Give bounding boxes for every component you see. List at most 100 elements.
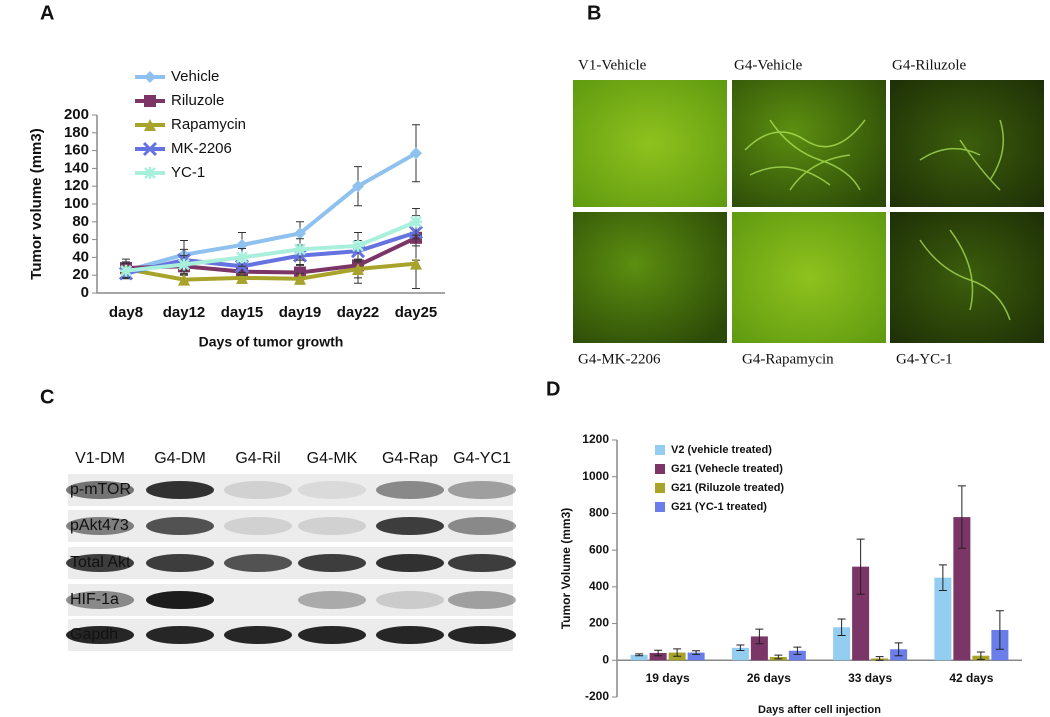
y-tick-label: 0 <box>81 284 89 301</box>
micrograph-label: G4-YC-1 <box>896 351 953 367</box>
marker <box>294 272 306 285</box>
blot-band <box>146 517 214 535</box>
bar <box>731 647 749 661</box>
legend-label: Rapamycin <box>171 116 246 133</box>
panel-label: A <box>40 2 54 24</box>
marker <box>144 95 156 107</box>
x-tick-label: day12 <box>163 304 206 321</box>
y-tick-label: 160 <box>64 142 89 159</box>
legend-swatch <box>655 483 665 493</box>
error-bar <box>774 654 783 660</box>
blot-band <box>66 517 134 535</box>
error-bar <box>793 646 802 655</box>
marker <box>144 71 156 83</box>
lane-label: V1-DM <box>75 450 125 467</box>
marker <box>178 273 190 286</box>
y-tick-label: 400 <box>589 579 609 593</box>
blot-band <box>448 481 516 499</box>
lane-label: G4-Ril <box>235 450 280 467</box>
y-tick-label: 100 <box>64 195 89 212</box>
error-bar <box>837 618 846 637</box>
lane-label: G4-DM <box>154 450 206 467</box>
error-bar <box>894 642 903 657</box>
lane-label: G4-YC1 <box>453 450 511 467</box>
marker <box>352 180 364 193</box>
panel-label: B <box>587 2 601 24</box>
micrograph <box>573 212 727 343</box>
blot-band <box>66 626 134 644</box>
blot-band <box>298 554 366 572</box>
micrograph <box>890 212 1044 343</box>
marker <box>120 264 132 277</box>
protein-label: HIF-1a <box>70 591 119 608</box>
legend-label: Riluzole <box>171 92 224 109</box>
y-tick-label: -200 <box>585 689 609 703</box>
blot-band <box>448 591 516 609</box>
y-tick-label: 800 <box>589 506 609 520</box>
micrograph-label: G4-Vehicle <box>734 57 803 73</box>
marker <box>410 257 422 270</box>
legend-label: G21 (Riluzole treated) <box>671 482 784 494</box>
y-tick-label: 120 <box>64 177 89 194</box>
x-axis-title: Days after cell injection <box>758 704 881 716</box>
bar <box>687 652 705 661</box>
blot-band <box>146 591 214 609</box>
y-tick-label: 600 <box>589 542 609 556</box>
error-bar <box>995 610 1004 650</box>
blot-band <box>298 626 366 644</box>
legend-label: G21 (Vehecle treated) <box>671 463 783 475</box>
series-line <box>125 151 417 273</box>
error-bar <box>673 648 682 657</box>
blot-band <box>448 626 516 644</box>
marker <box>144 167 156 179</box>
y-tick-label: 60 <box>72 231 89 248</box>
error-bar <box>938 564 947 592</box>
legend-swatch <box>655 445 665 455</box>
series-line <box>125 219 417 273</box>
lane-label: G4-Rap <box>382 450 438 467</box>
marker <box>294 266 306 279</box>
protein-label: pAkt473 <box>70 517 129 534</box>
marker <box>236 271 248 284</box>
error-bar <box>976 651 985 660</box>
legend-label: MK-2206 <box>171 140 232 157</box>
y-tick-label: 1000 <box>582 469 609 483</box>
blot-band <box>146 626 214 644</box>
legend-label: V2 (vehicle treated) <box>671 444 772 456</box>
blot-band <box>448 554 516 572</box>
x-tick-label: 26 days <box>747 671 791 685</box>
bar <box>649 652 667 661</box>
x-tick-label: day25 <box>395 304 438 321</box>
lane-label: G4-MK <box>307 450 358 467</box>
blot-band <box>448 517 516 535</box>
marker <box>294 227 306 240</box>
y-tick-label: 80 <box>72 213 89 230</box>
marker <box>142 141 158 157</box>
marker <box>236 238 248 251</box>
blot-band <box>224 517 292 535</box>
blot-band <box>66 481 134 499</box>
series-line <box>125 261 417 282</box>
y-tick-label: 40 <box>72 248 89 265</box>
x-tick-label: day8 <box>109 304 143 321</box>
vessel <box>919 229 1011 321</box>
blot-band <box>298 591 366 609</box>
x-tick-label: day15 <box>221 304 264 321</box>
blot-band <box>376 554 444 572</box>
bar <box>630 654 648 661</box>
marker <box>178 258 190 271</box>
y-tick-label: 200 <box>64 106 89 123</box>
y-tick-label: 1200 <box>582 432 609 446</box>
legend-label: G21 (YC-1 treated) <box>671 501 767 513</box>
legend-swatch <box>655 502 665 512</box>
micrograph-grid <box>573 80 1044 343</box>
error-bar <box>635 653 644 657</box>
marker <box>352 262 364 275</box>
blot-strip <box>68 474 513 506</box>
blot-band <box>66 554 134 572</box>
micrograph <box>573 80 727 207</box>
micrograph <box>732 80 886 207</box>
blot-band <box>376 591 444 609</box>
micrograph <box>890 80 1044 207</box>
